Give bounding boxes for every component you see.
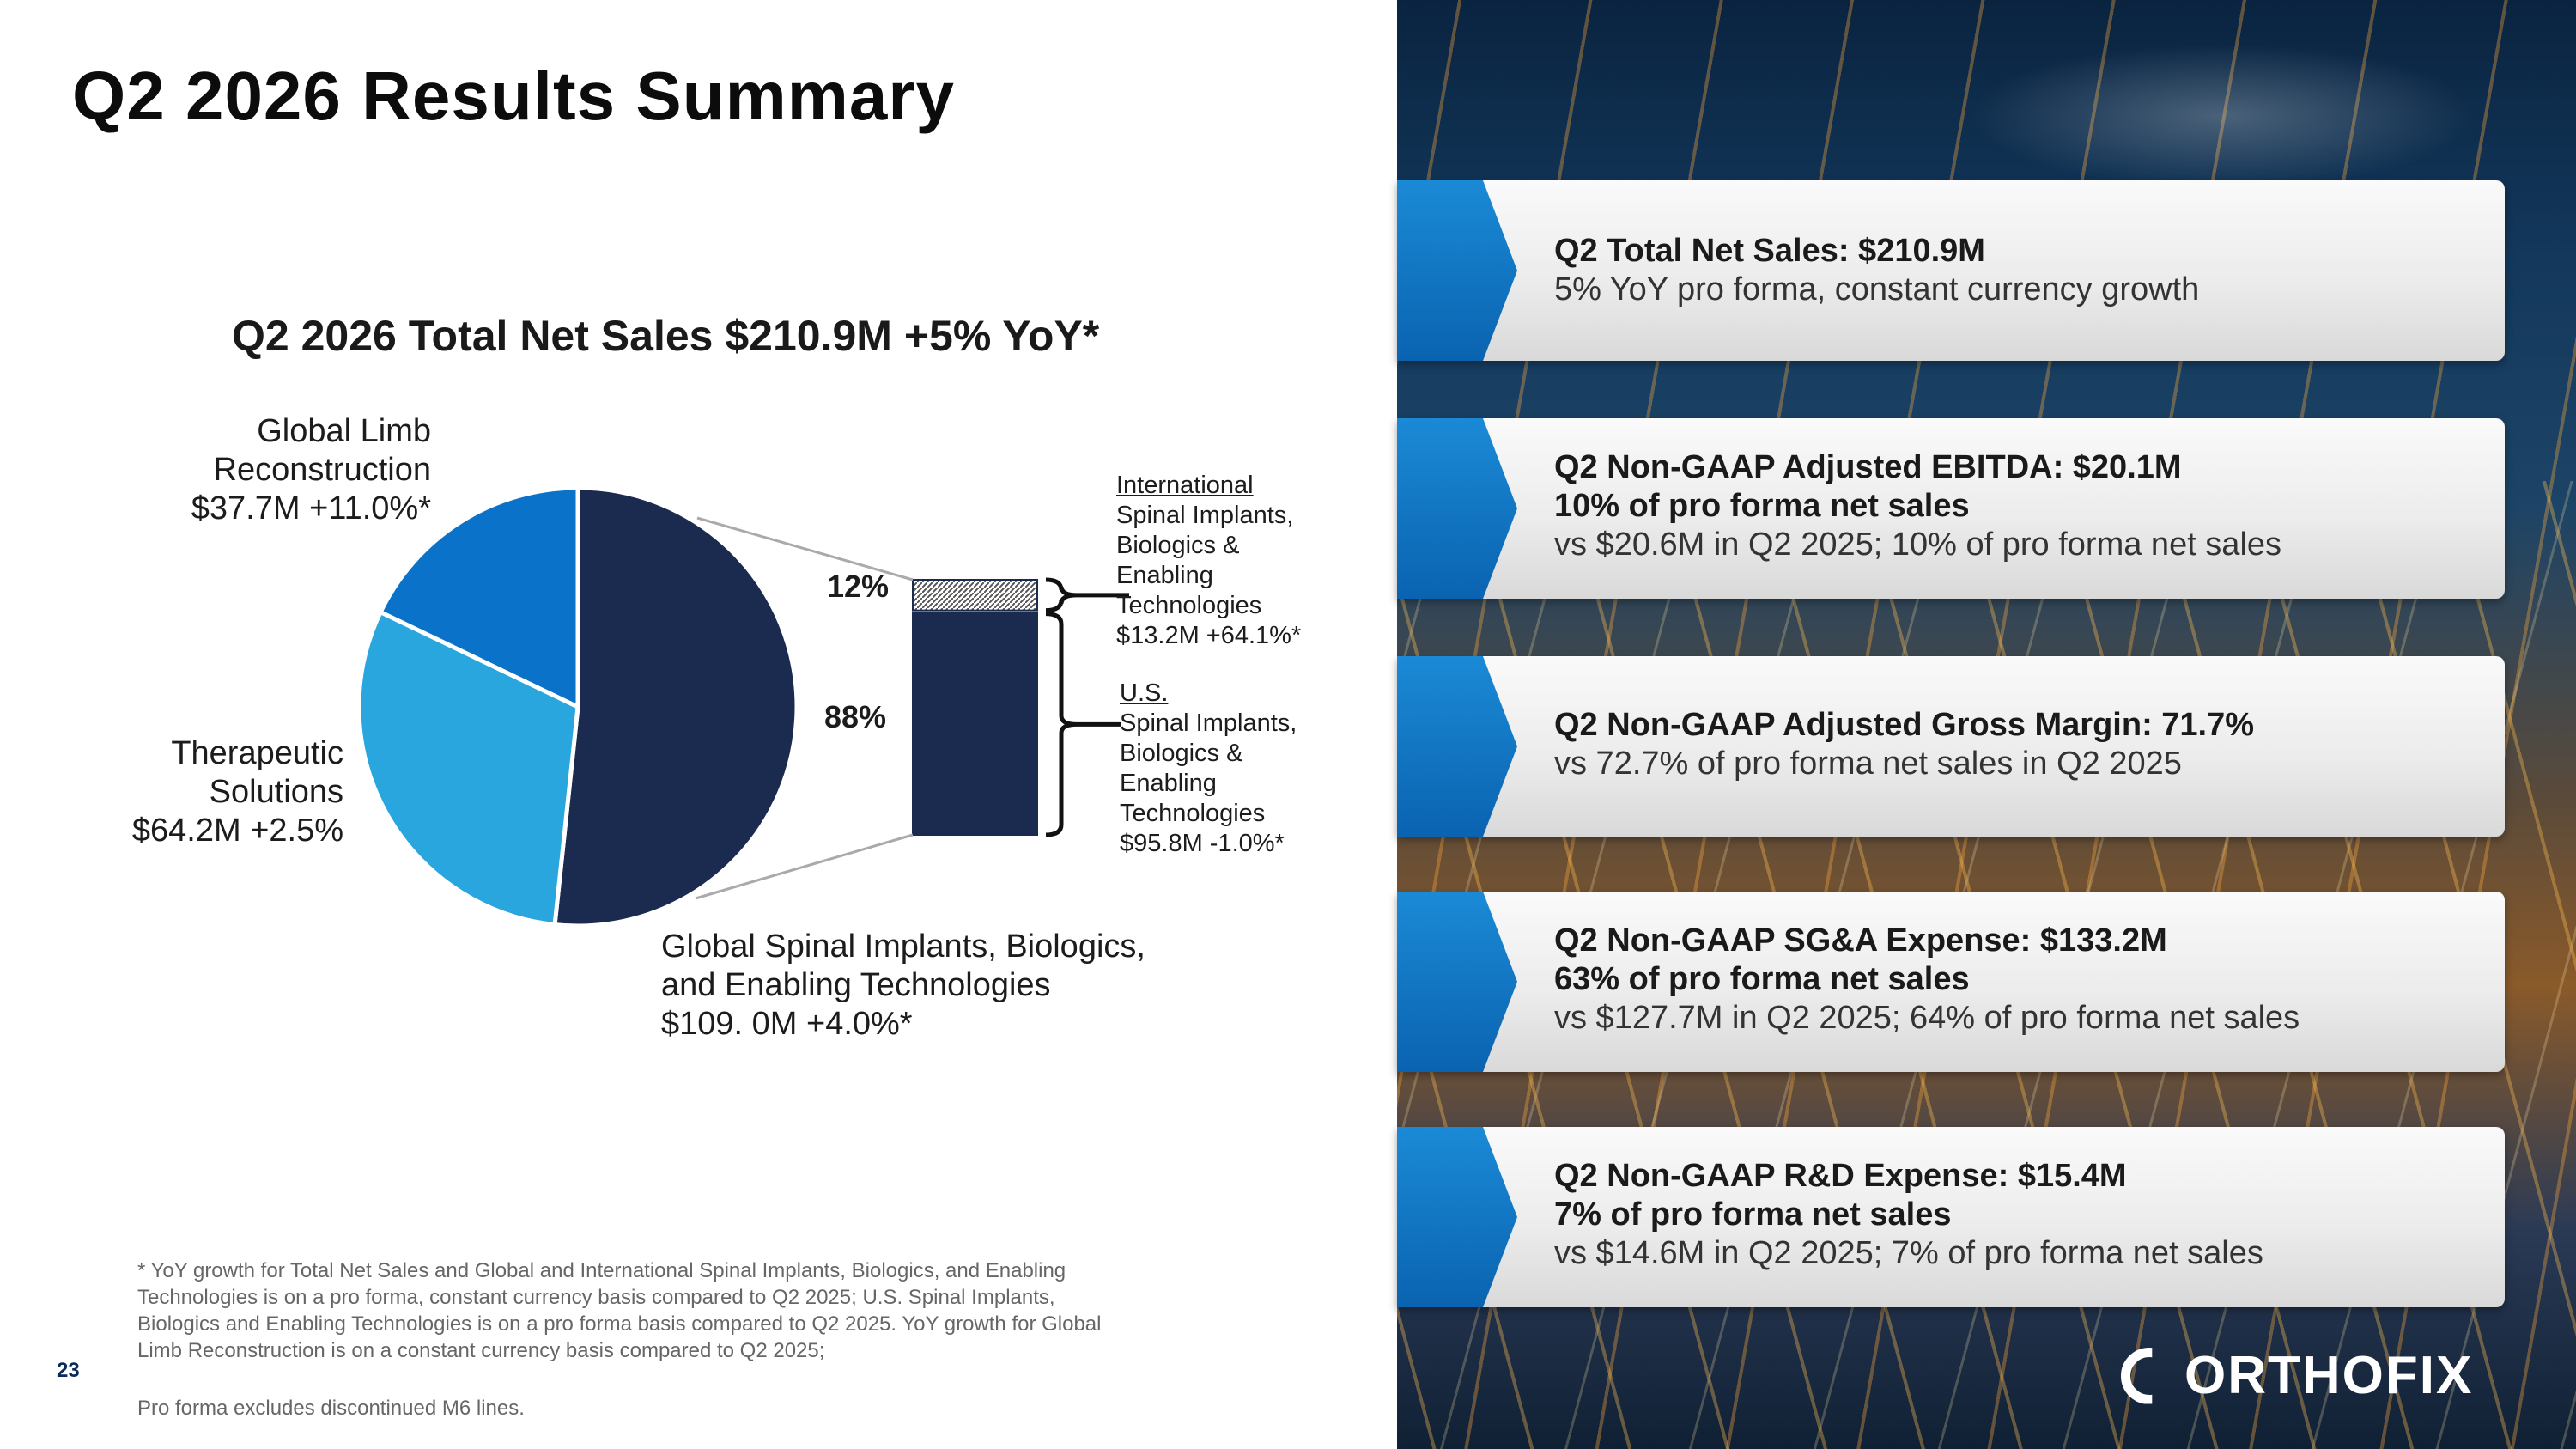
orthofix-logo: ORTHOFIX [2121,1345,2473,1406]
pie-label-spine: Global Spinal Implants, Biologics, and E… [661,928,1262,1044]
kpi-title: Q2 Total Net Sales: $210.9M [1554,233,1985,269]
therapeutic-label-line2: Solutions [209,774,343,810]
kpi-detail: vs $14.6M in Q2 2025; 7% of pro forma ne… [1554,1235,2263,1271]
therapeutic-label-line1: Therapeutic [171,735,343,771]
pie-label-therapeutic: Therapeutic Solutions $64.2M +2.5% [77,734,343,850]
chevron-icon [1397,656,1517,837]
kpi-card-ebitda: Q2 Non-GAAP Adjusted EBITDA: $20.1M 10% … [1397,418,2505,599]
kpi-title: Q2 Non-GAAP Adjusted Gross Margin: 71.7% [1554,707,2255,743]
spine-label-line1: Global Spinal Implants, Biologics, [661,928,1145,965]
kpi-text: Q2 Non-GAAP SG&A Expense: $133.2M 63% of… [1554,922,2300,1038]
brace-us [1045,612,1078,837]
kpi-title: Q2 Non-GAAP R&D Expense: $15.4M [1554,1158,2127,1194]
bar-label-international: International Spinal Implants, Biologics… [1116,471,1374,651]
chevron-icon [1397,892,1517,1072]
connector-line-bottom [695,833,914,900]
intl-label-spinal: Spinal [1116,502,1186,529]
chevron-icon [1397,418,1517,599]
kpi-card-gross-margin: Q2 Non-GAAP Adjusted Gross Margin: 71.7%… [1397,656,2505,837]
page-title: Q2 2026 Results Summary [72,58,955,134]
chart-title: Q2 2026 Total Net Sales $210.9M +5% YoY* [232,312,1100,360]
us-label-line4: Enabling [1120,770,1217,797]
kpi-subtitle: 7% of pro forma net sales [1554,1196,1952,1233]
us-label-value: $95.8M -1.0%* [1120,830,1285,857]
bar-segment-us [912,612,1038,836]
kpi-text: Q2 Non-GAAP R&D Expense: $15.4M 7% of pr… [1554,1157,2263,1273]
spine-label-line2: and Enabling Technologies [661,967,1051,1003]
therapeutic-label-value: $64.2M +2.5% [131,813,343,849]
chevron-icon [1397,180,1517,361]
limb-label-line2: Reconstruction [213,452,431,488]
page-number: 23 [57,1359,80,1382]
us-label-line3: Biologics & [1120,740,1243,767]
brace-international [1045,577,1078,613]
us-label-line5: Technologies [1120,800,1266,827]
bar-label-us: U.S. Spinal Implants, Biologics & Enabli… [1120,679,1377,859]
kpi-card-net-sales: Q2 Total Net Sales: $210.9M 5% YoY pro f… [1397,180,2505,361]
intl-label-line3: Biologics & [1116,532,1240,559]
intl-label-line5: Technologies [1116,592,1262,619]
pie-label-limb: Global Limb Reconstruction $37.7M +11.0%… [163,412,431,528]
pie-slice-therapeutic [356,609,580,928]
kpi-title: Q2 Non-GAAP SG&A Expense: $133.2M [1554,922,2167,959]
kpi-detail: vs $127.7M in Q2 2025; 64% of pro forma … [1554,1000,2300,1036]
intl-label-value: $13.2M +64.1%* [1116,622,1302,649]
kpi-text: Q2 Total Net Sales: $210.9M 5% YoY pro f… [1554,232,2199,309]
footnote-pro-forma: Pro forma excludes discontinued M6 lines… [137,1397,525,1420]
kpi-subtitle: 63% of pro forma net sales [1554,961,1970,997]
intl-label-line4: Enabling [1116,562,1213,589]
bar-pct-us: 88% [824,699,887,734]
pie-slice-spine [552,485,799,928]
limb-label-value: $37.7M +11.0%* [191,490,431,527]
kpi-detail: 5% YoY pro forma, constant currency grow… [1554,271,2200,307]
spine-label-value: $109. 0M +4.0%* [661,1006,913,1042]
kpi-subtitle: 10% of pro forma net sales [1554,488,1970,524]
intl-label-line1: International [1116,472,1254,499]
kpi-detail: vs 72.7% of pro forma net sales in Q2 20… [1554,746,2182,782]
kpi-detail: vs $20.6M in Q2 2025; 10% of pro forma n… [1554,527,2282,563]
kpi-title: Q2 Non-GAAP Adjusted EBITDA: $20.1M [1554,449,2182,485]
pie-slice-limb [377,485,580,710]
footnote: * YoY growth for Total Net Sales and Glo… [137,1259,1102,1362]
connector-line-top [696,516,914,581]
chevron-icon [1397,1127,1517,1307]
kpi-text: Q2 Non-GAAP Adjusted Gross Margin: 71.7%… [1554,706,2254,783]
orthofix-mark-icon [2121,1347,2153,1404]
kpi-card-sga: Q2 Non-GAAP SG&A Expense: $133.2M 63% of… [1397,892,2505,1072]
intl-label-implants: Implants, [1185,502,1294,529]
us-label-line2: Spinal Implants, [1120,709,1297,737]
chart-canvas [356,485,1129,928]
bar-pct-international: 12% [827,569,890,604]
kpi-card-rnd: Q2 Non-GAAP R&D Expense: $15.4M 7% of pr… [1397,1127,2505,1307]
bar-segment-international [912,579,1038,612]
logo-text: ORTHOFIX [2184,1346,2474,1405]
kpi-text: Q2 Non-GAAP Adjusted EBITDA: $20.1M 10% … [1554,448,2281,564]
us-label-line1: U.S. [1120,679,1169,707]
limb-label-line1: Global Limb [257,413,431,449]
